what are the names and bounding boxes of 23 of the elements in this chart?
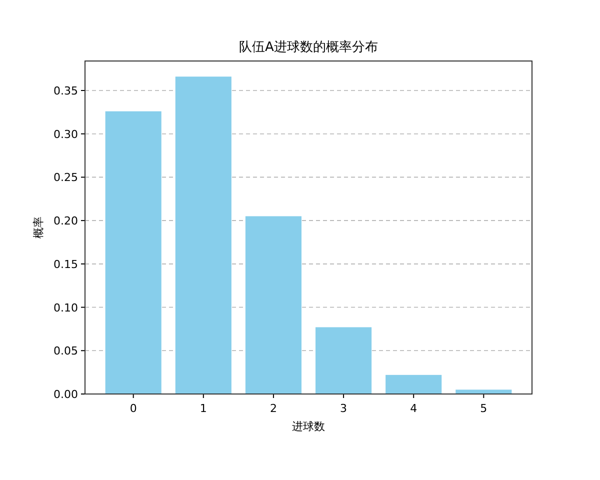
chart-title: 队伍A进球数的概率分布 [239, 39, 378, 55]
bar [175, 76, 232, 394]
x-tick-label: 3 [340, 402, 348, 415]
y-tick-label: 0.20 [54, 214, 78, 228]
x-tick-label: 1 [200, 402, 207, 415]
bar [456, 390, 512, 394]
y-tick-label: 0.00 [54, 388, 78, 401]
bar [386, 374, 442, 394]
y-tick-label: 0.25 [54, 171, 78, 184]
x-tick-label: 5 [480, 402, 488, 415]
y-axis-title: 概率 [32, 216, 45, 238]
y-tick-label: 0.35 [54, 84, 78, 98]
x-tick-label: 4 [410, 402, 418, 415]
y-tick-label: 0.05 [54, 344, 78, 358]
x-axis-title: 进球数 [292, 420, 325, 433]
x-tick-label: 2 [270, 402, 277, 415]
y-tick-label: 0.10 [54, 301, 78, 314]
bar [105, 111, 162, 394]
bar [316, 327, 372, 394]
x-tick-label: 0 [130, 402, 137, 415]
bar [245, 216, 302, 394]
y-tick-label: 0.30 [54, 128, 78, 141]
y-tick-label: 0.15 [54, 258, 78, 271]
